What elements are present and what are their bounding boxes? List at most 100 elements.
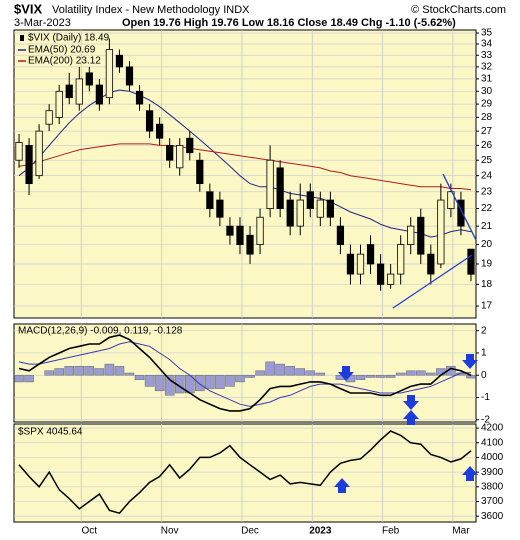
candle-body bbox=[336, 225, 345, 245]
candle-body bbox=[296, 199, 304, 227]
annotations bbox=[392, 173, 477, 309]
y-tick-label: 20 bbox=[481, 239, 493, 250]
histogram-bar bbox=[405, 370, 416, 376]
y-tick-label: 17 bbox=[481, 301, 493, 312]
y-tick-label: 28 bbox=[481, 112, 493, 123]
y-tick-label: 3600 bbox=[481, 511, 504, 522]
histogram-bar bbox=[215, 374, 225, 389]
histogram-bar bbox=[225, 374, 235, 387]
candle-body bbox=[105, 49, 114, 99]
candle-body bbox=[166, 144, 174, 161]
panel-label: $SPX 4045.64 bbox=[18, 427, 83, 438]
histogram-bar bbox=[195, 374, 205, 392]
y-tick-label: 25 bbox=[481, 155, 493, 166]
x-tick-label: Feb bbox=[382, 526, 400, 537]
candle-body bbox=[216, 199, 224, 218]
ema-line bbox=[18, 143, 472, 191]
histogram-bar bbox=[114, 366, 125, 376]
arrow-down bbox=[403, 395, 419, 410]
arrow-up bbox=[334, 478, 350, 493]
y-tick-label: 3700 bbox=[481, 496, 504, 507]
y-tick-label: 24 bbox=[481, 170, 493, 181]
histogram-bar bbox=[64, 366, 75, 376]
candle-body bbox=[55, 90, 63, 118]
candle-body bbox=[447, 191, 455, 209]
candle-body bbox=[35, 130, 43, 177]
candle-body bbox=[397, 244, 405, 275]
histogram-bar bbox=[255, 370, 265, 376]
arrow-down bbox=[462, 354, 478, 369]
y-tick-label: 21 bbox=[481, 221, 493, 232]
legend-marker bbox=[20, 35, 24, 41]
credit: © StockCharts.com bbox=[411, 4, 506, 16]
x-tick-label: Oct bbox=[82, 526, 98, 537]
y-tick-label: 30 bbox=[481, 86, 493, 97]
quote: Open 19.76 High 19.76 Low 18.16 Close 18… bbox=[122, 17, 456, 29]
y-tick-label: 26 bbox=[481, 140, 493, 151]
candle-body bbox=[75, 78, 83, 105]
trend-line bbox=[442, 173, 477, 241]
candle-body bbox=[346, 253, 355, 275]
histogram-bar bbox=[74, 366, 85, 376]
arrow-up bbox=[462, 466, 478, 481]
x-tick-label: 2023 bbox=[309, 526, 332, 537]
candle-body bbox=[316, 199, 324, 218]
arrow-up bbox=[403, 410, 419, 425]
histogram-bar bbox=[124, 372, 135, 376]
y-tick-label: 19 bbox=[481, 259, 493, 270]
y-tick-label: 3800 bbox=[481, 481, 504, 492]
symbol: $VIX bbox=[14, 1, 43, 16]
candle-body bbox=[366, 244, 375, 265]
histogram-bar bbox=[275, 363, 285, 376]
y-tick-label: 35 bbox=[481, 28, 493, 39]
x-tick-label: Dec bbox=[241, 526, 259, 537]
candle-body bbox=[226, 225, 234, 236]
y-tick-label: -2 bbox=[481, 414, 490, 425]
legend-label: $VIX (Daily) 18.49 bbox=[28, 33, 110, 44]
y-tick-label: 31 bbox=[481, 74, 493, 85]
candle-body bbox=[256, 216, 264, 245]
y-tick-label: 34 bbox=[481, 39, 493, 50]
y-tick-label: 4200 bbox=[481, 423, 504, 434]
candle-body bbox=[25, 144, 33, 185]
y-tick-label: 32 bbox=[481, 62, 493, 73]
candle-body bbox=[176, 144, 184, 169]
vix-panel bbox=[13, 29, 477, 319]
candle-body bbox=[266, 159, 274, 209]
histogram-bar bbox=[265, 361, 275, 376]
y-tick-label: 27 bbox=[481, 126, 493, 137]
y-tick-label: 2 bbox=[481, 325, 487, 336]
candle-body bbox=[145, 110, 154, 132]
ema-line bbox=[18, 89, 472, 238]
histogram-bar bbox=[84, 366, 95, 376]
candle-body bbox=[206, 191, 214, 209]
candle-body bbox=[437, 199, 445, 265]
histogram-bar bbox=[54, 368, 64, 376]
candle-body bbox=[376, 263, 385, 285]
y-tick-label: 18 bbox=[481, 279, 493, 290]
candle-body bbox=[356, 253, 365, 275]
arrows bbox=[334, 354, 478, 493]
candle-body bbox=[186, 137, 194, 154]
y-tick-label: 0 bbox=[481, 370, 487, 381]
y-tick-label: 33 bbox=[481, 50, 493, 61]
arrow-down bbox=[338, 366, 354, 381]
histogram-bar bbox=[205, 374, 215, 389]
histogram-bar bbox=[144, 374, 155, 387]
x-tick-label: Mar bbox=[452, 526, 470, 537]
plot-layers: Oct Nov Dec 2023 Feb Mar171819202122232425262… bbox=[14, 28, 504, 537]
histogram-bar bbox=[355, 374, 366, 380]
histogram-bar bbox=[365, 374, 376, 378]
candle-body bbox=[457, 199, 465, 227]
histogram-bar bbox=[154, 374, 165, 392]
histogram-bar bbox=[24, 374, 34, 383]
histogram-bar bbox=[295, 368, 306, 376]
y-tick-label: 23 bbox=[481, 186, 493, 197]
candle-body bbox=[85, 72, 93, 86]
histogram-bar bbox=[385, 374, 396, 378]
histogram-bar bbox=[375, 374, 386, 378]
y-tick-label: 29 bbox=[481, 99, 493, 110]
histogram-bar bbox=[415, 370, 426, 376]
legend-label: EMA(50) 20.69 bbox=[28, 45, 96, 56]
